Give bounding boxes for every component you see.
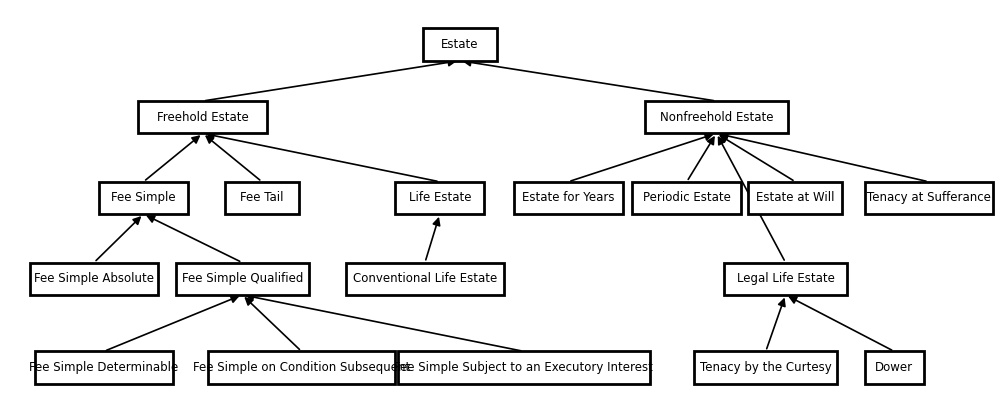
FancyBboxPatch shape: [749, 182, 843, 214]
FancyBboxPatch shape: [175, 262, 308, 295]
Text: Legal Life Estate: Legal Life Estate: [737, 272, 835, 285]
FancyBboxPatch shape: [724, 262, 848, 295]
FancyBboxPatch shape: [34, 351, 173, 384]
Text: Fee Simple Determinable: Fee Simple Determinable: [29, 361, 178, 374]
Text: Life Estate: Life Estate: [408, 192, 471, 204]
Text: Fee Simple Subject to an Executory Interest: Fee Simple Subject to an Executory Inter…: [394, 361, 653, 374]
Text: Fee Simple: Fee Simple: [111, 192, 175, 204]
FancyBboxPatch shape: [695, 351, 838, 384]
FancyBboxPatch shape: [514, 182, 623, 214]
FancyBboxPatch shape: [395, 182, 484, 214]
Text: Dower: Dower: [875, 361, 913, 374]
Text: Estate for Years: Estate for Years: [522, 192, 615, 204]
Text: Freehold Estate: Freehold Estate: [157, 111, 249, 124]
FancyBboxPatch shape: [346, 262, 504, 295]
FancyBboxPatch shape: [645, 101, 788, 133]
FancyBboxPatch shape: [138, 101, 267, 133]
FancyBboxPatch shape: [398, 351, 650, 384]
FancyBboxPatch shape: [225, 182, 299, 214]
Text: Fee Simple Absolute: Fee Simple Absolute: [34, 272, 154, 285]
Text: Tenacy by the Curtesy: Tenacy by the Curtesy: [700, 361, 832, 374]
Text: Nonfreehold Estate: Nonfreehold Estate: [659, 111, 773, 124]
FancyBboxPatch shape: [208, 351, 395, 384]
Text: Fee Simple Qualified: Fee Simple Qualified: [181, 272, 303, 285]
FancyBboxPatch shape: [99, 182, 187, 214]
Text: Periodic Estate: Periodic Estate: [643, 192, 731, 204]
Text: Fee Tail: Fee Tail: [240, 192, 283, 204]
FancyBboxPatch shape: [30, 262, 158, 295]
Text: Tenacy at Sufferance: Tenacy at Sufferance: [867, 192, 991, 204]
FancyBboxPatch shape: [865, 182, 993, 214]
Text: Conventional Life Estate: Conventional Life Estate: [353, 272, 497, 285]
Text: Estate at Will: Estate at Will: [756, 192, 835, 204]
FancyBboxPatch shape: [422, 28, 497, 61]
Text: Estate: Estate: [440, 38, 479, 51]
Text: Fee Simple on Condition Subsequent: Fee Simple on Condition Subsequent: [193, 361, 410, 374]
FancyBboxPatch shape: [865, 351, 923, 384]
FancyBboxPatch shape: [632, 182, 741, 214]
